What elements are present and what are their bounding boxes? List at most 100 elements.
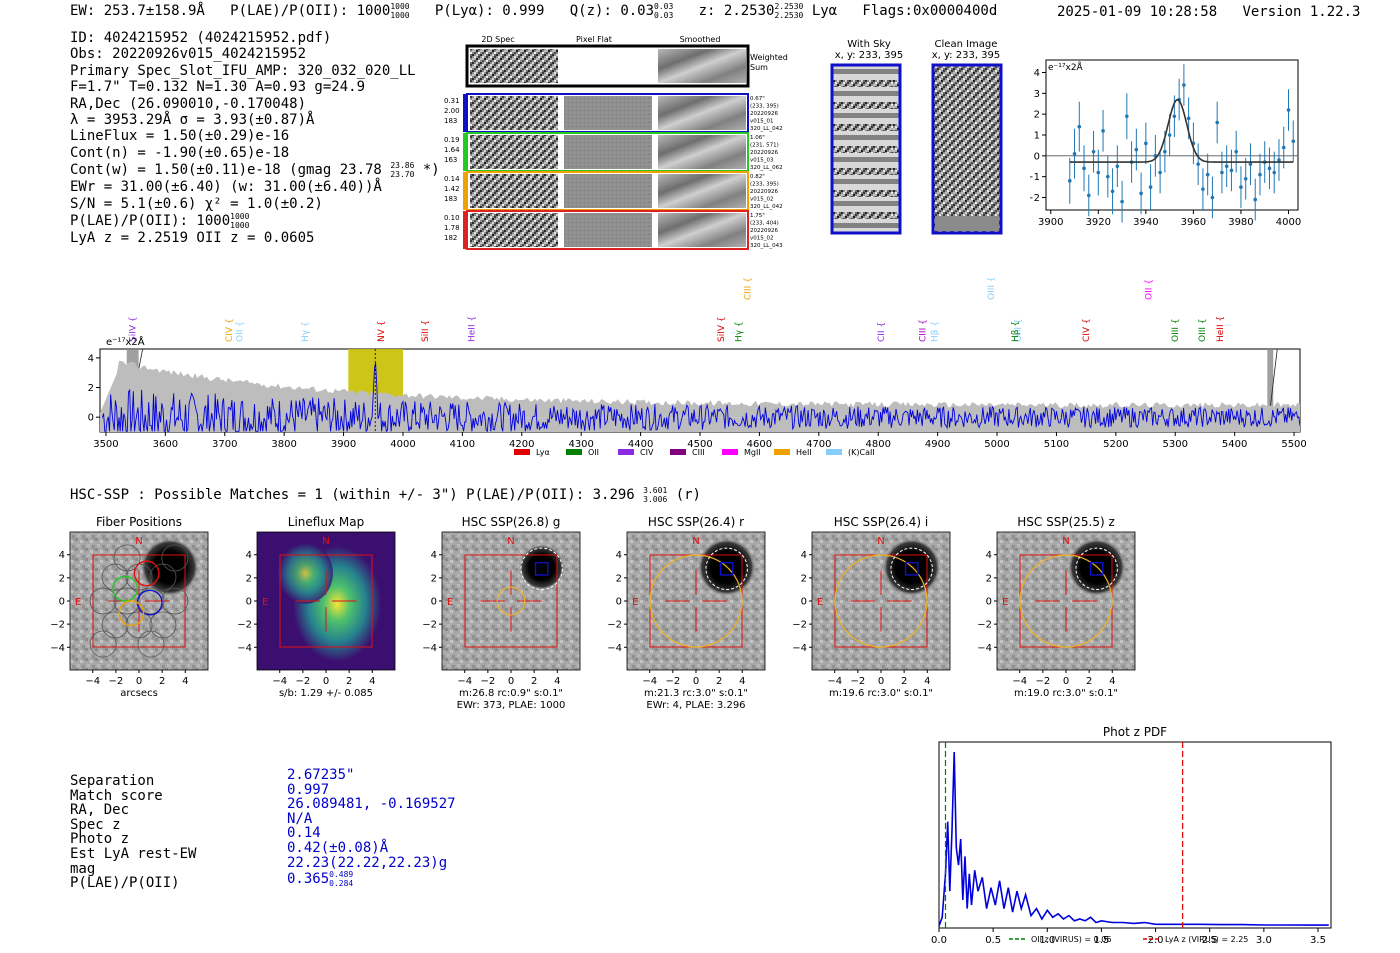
- hsc-caption-1: m:26.8 rc:0.9" s:0.1": [459, 688, 563, 699]
- zoom-data-point: [1101, 129, 1105, 133]
- hsc-panel-title: Lineflux Map: [288, 515, 364, 529]
- hsc-y-tick-label: −4: [792, 643, 807, 654]
- info-radec: RA,Dec (26.090010,-0.170048): [70, 95, 307, 112]
- info-lyaz: LyA z = 2.2519 OII z = 0.0605: [70, 230, 315, 247]
- hsc-panel-1: Fiber Positions N E 4 2 0 −2 −4 −4 −2 0 2 4 arcsecs: [50, 515, 209, 699]
- photz-pdf-line: [938, 751, 1329, 927]
- hsc-caption-1: m:21.3 rc:3.0" s:0.1": [644, 688, 748, 699]
- zoom-x-tick-label: 4000: [1276, 217, 1301, 228]
- photz-legend-item: OII z (VIRUS) = 0.06: [1009, 935, 1111, 944]
- zoom-data-point: [1220, 170, 1224, 175]
- line-label-siii: SiII {: [421, 320, 431, 342]
- cutout-right-info: 20220926: [750, 189, 778, 195]
- line-label-cii: CII {: [877, 322, 887, 342]
- full-y-tick-label: 0: [88, 413, 94, 424]
- cutout-smoothed: [658, 213, 746, 247]
- header-z: z: 2.2530: [698, 3, 775, 19]
- header-plae-lo: 1000: [390, 11, 410, 20]
- full-x-tick-label: 5200: [1103, 439, 1128, 450]
- cutout-right-info: 20220926: [750, 228, 778, 234]
- zoom-data-point: [1196, 162, 1200, 166]
- hsc-x-tick-label: −2: [480, 676, 495, 687]
- hsc-east-label: E: [1002, 597, 1008, 608]
- zoom-data-point: [1258, 172, 1262, 177]
- photz-title: Phot z PDF: [1103, 725, 1167, 739]
- header-datetime: 2025-01-09 10:28:58: [1057, 4, 1218, 20]
- hsc-y-tick-label: −2: [607, 620, 622, 631]
- legend-label: CIV: [640, 448, 654, 457]
- match-labels: Separation Match score RA, Dec Spec z Ph…: [70, 774, 196, 891]
- legend-item: MgII: [722, 448, 761, 457]
- line-label-ciii: CIII {: [919, 319, 929, 342]
- detection-info: ID: 4024215952 (4024215952.pdf) Obs: 202…: [70, 30, 440, 246]
- cutout-2d: [470, 174, 558, 208]
- zoom-y-tick-label: 4: [1034, 68, 1040, 79]
- zoom-data-point: [1253, 197, 1258, 202]
- hsc-y-tick-label: −4: [977, 643, 992, 654]
- cutout-2d: [470, 96, 558, 130]
- match-label-separation: Separation: [70, 773, 155, 789]
- zoom-axes: 3900 3920 3940 3960 3980 4000 4 3 2 1 0 −1 −2: [1030, 68, 1301, 228]
- with-sky-title: With Sky: [847, 39, 891, 50]
- cutout-right-info: v015_02: [750, 197, 774, 203]
- legend-label: MgII: [744, 448, 761, 457]
- hsc-caption-1: m:19.6 rc:3.0" s:0.1": [829, 688, 933, 699]
- sum-label: Sum: [750, 63, 768, 72]
- zoom-data-point: [1215, 120, 1219, 125]
- zoom-y-tick-label: 1: [1034, 131, 1040, 142]
- cutout-right-info: 1.75": [750, 213, 765, 219]
- hsc-star-box: [1089, 561, 1104, 576]
- hsc-title-lo: 3.006: [643, 495, 668, 504]
- photz-legend-label: OII z (VIRUS) = 0.06: [1031, 935, 1111, 944]
- hsc-y-tick-label: −4: [50, 643, 65, 654]
- hsc-y-tick-label: 0: [246, 597, 252, 608]
- hsc-panel-title: HSC SSP(25.5) z: [1017, 515, 1115, 529]
- zoom-x-tick-label: 3940: [1133, 217, 1158, 228]
- match-value-plae: 0.3650.489 0.284: [287, 870, 456, 888]
- hsc-east-label: E: [632, 597, 638, 608]
- info-lineflux: LineFlux = 1.50(±0.29)e-16: [70, 128, 290, 145]
- cutout-left-stat: 182: [444, 234, 457, 242]
- zoom-unit-label: e⁻¹⁷x2Å: [1048, 61, 1084, 73]
- photz-x-tick-label: 2.5: [1202, 935, 1218, 946]
- zoom-data-point: [1158, 170, 1162, 175]
- full-plot: [100, 348, 1301, 434]
- match-label-score: Match score: [70, 787, 163, 804]
- hsc-y-tick-label: −2: [237, 620, 252, 631]
- zoom-plot: [1046, 64, 1298, 223]
- zoom-y-tick-label: 3: [1034, 89, 1040, 100]
- zoom-data-point: [1291, 139, 1296, 144]
- hsc-title: HSC-SSP : Possible Matches = 1 (within +…: [70, 486, 701, 504]
- hsc-y-tick-label: −2: [977, 620, 992, 631]
- header-version: Version 1.22.3: [1242, 4, 1361, 20]
- hsc-north-label: N: [507, 536, 514, 547]
- info-id: ID: 4024215952 (4024215952.pdf): [70, 30, 332, 46]
- hsc-star-box: [904, 561, 919, 576]
- hsc-y-tick-label: 2: [616, 573, 622, 584]
- full-x-tick-label: 3800: [271, 439, 296, 450]
- with-sky-image: [830, 63, 902, 235]
- match-label-ew: Est LyA rest-EW: [70, 845, 197, 862]
- zoom-data-point: [1110, 189, 1115, 194]
- zoom-data-point: [1201, 187, 1205, 191]
- cutout-right-info: 320_LL_043: [750, 243, 783, 249]
- legend-item: CIV: [618, 448, 654, 457]
- cutout-right-info: 0.82": [750, 174, 765, 180]
- line-label-ciii: CIII {: [743, 278, 753, 300]
- zoom-data-point: [1172, 114, 1177, 119]
- line-label-oiii: OIII {: [987, 278, 997, 300]
- hsc-x-tick-label: 4: [554, 676, 560, 687]
- full-x-tick-label: 5000: [984, 439, 1009, 450]
- match-value-radec: 26.089481, -0.169527: [287, 796, 456, 813]
- full-x-tick-label: 4600: [747, 439, 772, 450]
- legend-item: (K)CaII: [826, 448, 875, 457]
- hsc-x-tick-label: 2: [346, 676, 352, 687]
- hsc-y-tick-label: −2: [792, 620, 807, 631]
- fiber-circle-highlight: [133, 560, 160, 587]
- photz-x-tick-label: 0.5: [985, 935, 1001, 946]
- hsc-x-tick-label: 4: [1109, 676, 1115, 687]
- hsc-x-tick-label: −4: [827, 676, 842, 687]
- info-plae-lo: 1000: [230, 221, 250, 231]
